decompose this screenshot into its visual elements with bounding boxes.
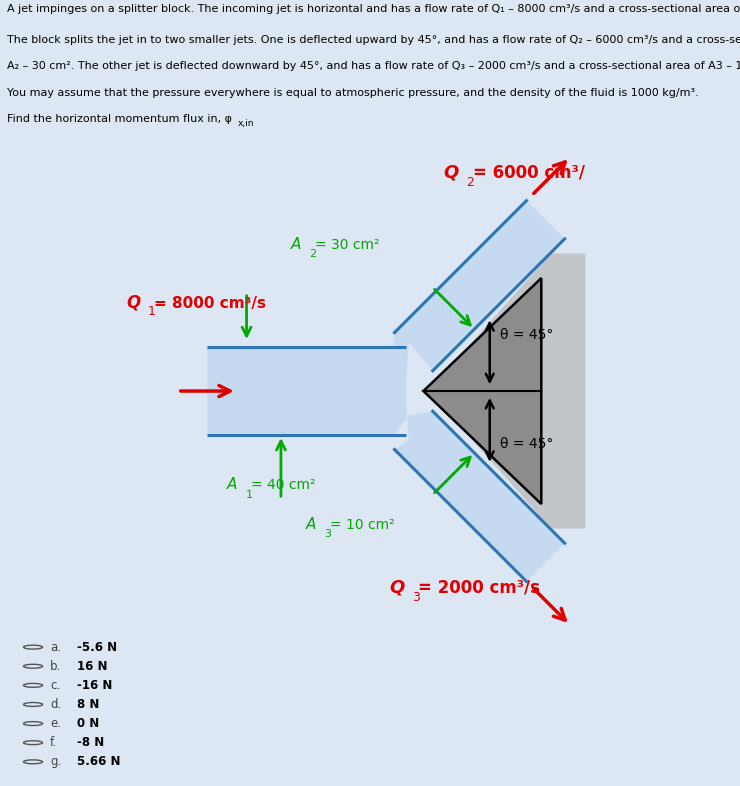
Polygon shape: [423, 278, 541, 504]
Text: x,in: x,in: [238, 119, 255, 128]
Text: 2: 2: [309, 249, 317, 259]
Text: d.: d.: [50, 698, 61, 711]
Text: 1: 1: [147, 305, 155, 318]
Text: = 8000 cm³/s: = 8000 cm³/s: [154, 296, 266, 310]
Text: 2: 2: [466, 176, 474, 189]
Text: -8 N: -8 N: [77, 736, 104, 749]
Text: c.: c.: [50, 679, 60, 692]
Text: 8 N: 8 N: [77, 698, 99, 711]
Text: Find the horizontal momentum flux in, φ: Find the horizontal momentum flux in, φ: [7, 113, 232, 123]
Text: 3: 3: [324, 529, 332, 539]
Text: The block splits the jet in to two smaller jets. One is deflected upward by 45°,: The block splits the jet in to two small…: [7, 35, 740, 45]
Text: = 40 cm²: = 40 cm²: [252, 479, 316, 492]
Text: A: A: [306, 516, 316, 531]
Text: a.: a.: [50, 641, 61, 654]
Text: f.: f.: [50, 736, 57, 749]
Polygon shape: [207, 200, 565, 582]
Text: 5.66 N: 5.66 N: [77, 755, 121, 768]
Text: = 2000 cm³/s: = 2000 cm³/s: [419, 578, 540, 597]
Text: A: A: [291, 237, 301, 252]
Text: = 10 cm²: = 10 cm²: [330, 518, 394, 531]
Text: 1: 1: [246, 490, 252, 500]
Text: 3: 3: [412, 591, 420, 604]
Text: Q: Q: [127, 293, 141, 311]
Text: Q: Q: [443, 163, 458, 182]
Text: g.: g.: [50, 755, 61, 768]
Text: = 30 cm²: = 30 cm²: [315, 237, 380, 252]
Text: θ = 45°: θ = 45°: [500, 329, 553, 343]
Text: You may assume that the pressure everywhere is equal to atmospheric pressure, an: You may assume that the pressure everywh…: [7, 87, 699, 97]
Text: A₂ – 30 cm². The other jet is deflected downward by 45°, and has a flow rate of : A₂ – 30 cm². The other jet is deflected …: [7, 61, 740, 72]
Text: 16 N: 16 N: [77, 659, 107, 673]
Text: -5.6 N: -5.6 N: [77, 641, 117, 654]
Text: = 6000 cm³/: = 6000 cm³/: [473, 163, 585, 182]
Text: Q: Q: [389, 578, 404, 597]
Text: A jet impinges on a splitter block. The incoming jet is horizontal and has a flo: A jet impinges on a splitter block. The …: [7, 4, 740, 14]
Text: θ = 45°: θ = 45°: [500, 436, 553, 450]
Text: b.: b.: [50, 659, 61, 673]
Polygon shape: [428, 253, 585, 529]
Text: A: A: [227, 477, 238, 492]
Text: -16 N: -16 N: [77, 679, 112, 692]
Text: e.: e.: [50, 717, 61, 730]
Text: 0 N: 0 N: [77, 717, 99, 730]
